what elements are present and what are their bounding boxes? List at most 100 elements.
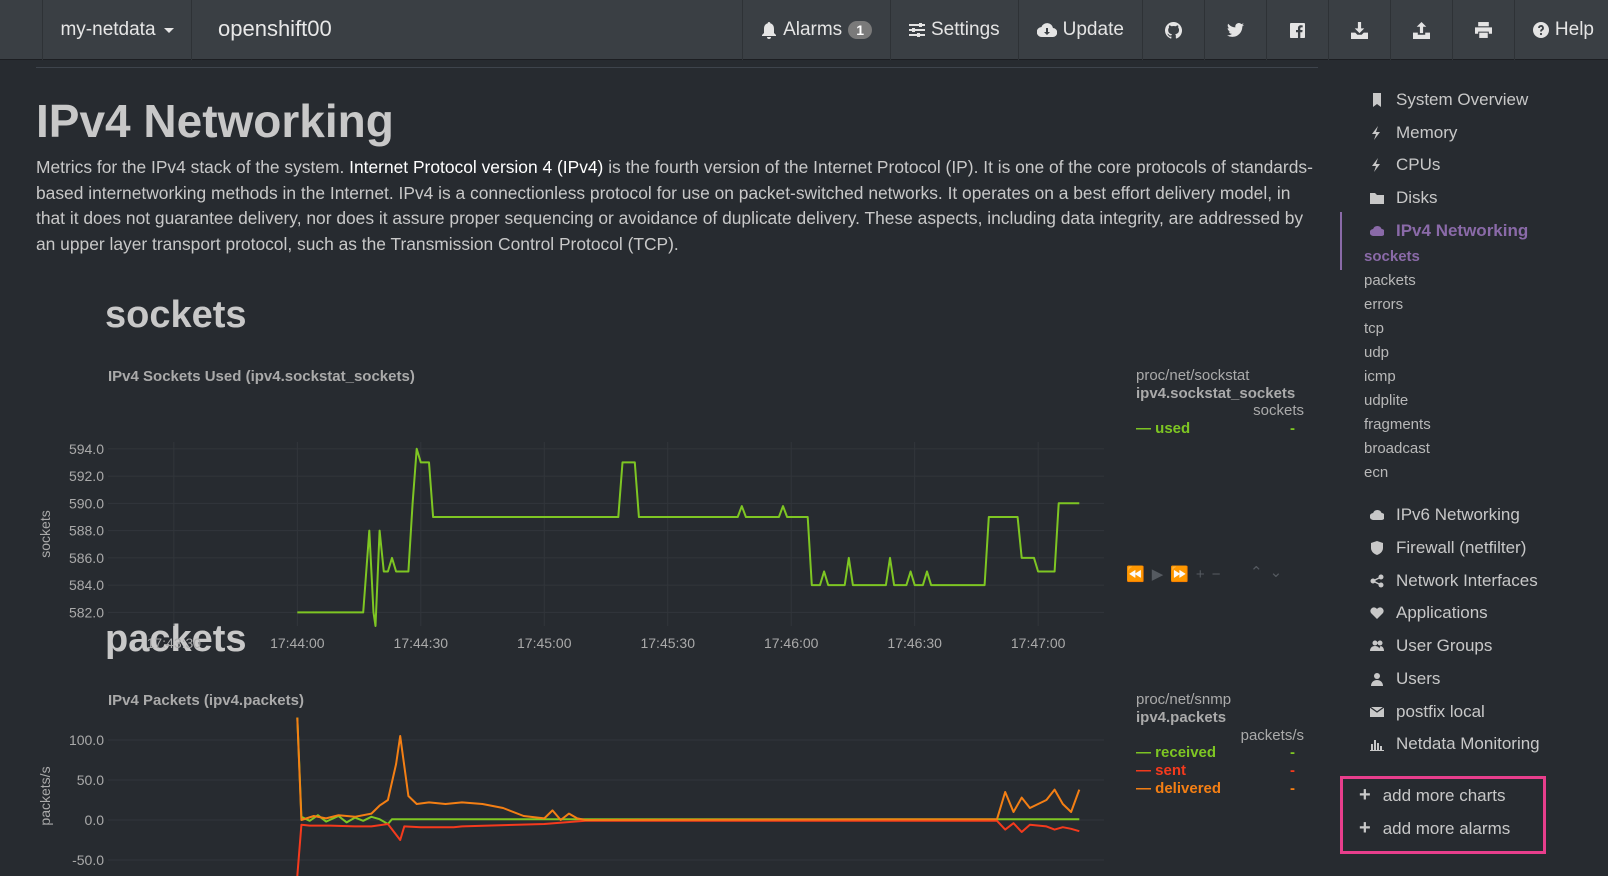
shield-icon [1371,541,1383,555]
y-tick-label: 592.0 [69,468,104,484]
y-tick-label: 582.0 [69,604,104,620]
sidebar-subitem-broadcast[interactable]: broadcast [1364,440,1430,457]
sliders-icon [908,23,925,37]
sidebar-item-network-interfaces[interactable]: Network Interfaces [1370,571,1538,591]
fast-forward-icon[interactable]: ⏩ [1170,566,1196,583]
share-icon [1370,574,1384,588]
bookmark-icon [1373,93,1381,107]
top-navbar: my-netdata openshift00 Alarms 1 Settings… [0,0,1608,60]
chart-resize-controls[interactable]: ⌃⌄ [1250,563,1289,581]
sidebar-item-cpus[interactable]: CPUs [1370,155,1440,175]
sidebar-item-memory[interactable]: Memory [1370,123,1457,143]
twitter-icon [1226,23,1244,37]
ipv4-link: Internet Protocol version 4 (IPv4) [349,157,604,177]
sidebar-item-label: CPUs [1396,155,1441,174]
chart-source-packets: proc/net/snmp [1136,691,1232,708]
rewind-icon[interactable]: ⏪ [1126,566,1152,583]
update-label: Update [1062,19,1124,40]
sidebar-subitem-errors[interactable]: errors [1364,296,1404,313]
legend-item-received[interactable]: — received [1136,744,1217,761]
subsection-title-sockets: sockets [105,294,247,336]
y-tick-label: 584.0 [69,577,104,593]
sidebar-item-label: Netdata Monitoring [1396,734,1540,753]
sidebar-item-user-groups[interactable]: User Groups [1370,636,1492,656]
legend-item-sent[interactable]: — sent [1136,762,1187,779]
folder-icon [1370,193,1384,204]
add-more-charts-link[interactable]: + add more charts [1359,784,1506,807]
legend-value-received: - [1290,744,1295,761]
settings-button[interactable]: Settings [889,0,1018,60]
x-tick-label: 17:44:30 [394,635,449,651]
add-more-alarms-link[interactable]: + add more alarms [1359,817,1510,840]
github-button[interactable] [1141,0,1204,60]
play-icon[interactable]: ▶ [1151,566,1171,583]
sidebar-item-label: User Groups [1396,636,1493,655]
sidebar-subitem-ecn[interactable]: ecn [1364,464,1389,481]
chart-navigation-controls[interactable]: ⏪▶⏩+− [1126,565,1227,583]
update-button[interactable]: Update [1017,0,1142,60]
legend-item-delivered[interactable]: — delivered [1136,780,1222,797]
sidebar-subitem-sockets[interactable]: sockets [1364,248,1420,265]
x-tick-label: 17:45:00 [517,635,572,651]
print-icon [1474,22,1492,38]
download-snapshot-button[interactable] [1327,0,1390,60]
sidebar-item-applications[interactable]: Applications [1370,603,1488,623]
legend-item-used[interactable]: — used [1136,420,1191,437]
sidebar-subitem-fragments[interactable]: fragments [1364,416,1431,433]
sidebar-subitem-packets[interactable]: packets [1364,272,1416,289]
series-line-sent [296,819,1080,876]
packets-chart[interactable]: 100.0 50.0 0.0 -50.0 packets/s [36,700,1116,876]
user-icon [1371,673,1383,686]
bolt-icon [1372,126,1380,140]
sidebar-item-label: Firewall (netfilter) [1396,538,1527,557]
print-button[interactable] [1451,0,1514,60]
users-icon [1370,640,1384,651]
sidebar-item-ipv6-networking[interactable]: IPv6 Networking [1370,505,1520,525]
alarms-button[interactable]: Alarms 1 [742,0,890,60]
subsection-title-packets: packets [105,618,247,660]
sidebar-subitem-udp[interactable]: udp [1364,344,1390,361]
sidebar-item-firewall-netfilter[interactable]: Firewall (netfilter) [1370,538,1526,558]
alarms-label: Alarms [783,19,843,40]
sidebar-item-label: Users [1396,669,1441,688]
section-title: IPv4 Networking [36,95,394,147]
upload-snapshot-button[interactable] [1389,0,1452,60]
chart-source-sockets: proc/net/sockstat [1136,367,1250,384]
zoom-in-icon[interactable]: + [1195,566,1212,583]
legend-label-delivered: delivered [1155,780,1222,797]
alarms-count-badge: 1 [848,21,872,39]
sidebar-item-label: Network Interfaces [1396,571,1538,590]
cloud-icon [1370,510,1384,521]
brand-label: my-netdata [60,19,156,40]
y-tick-label: 590.0 [69,495,104,511]
help-button[interactable]: Help [1513,0,1608,60]
chevron-down-icon[interactable]: ⌄ [1269,564,1290,581]
sidebar-item-system-overview[interactable]: System Overview [1370,90,1528,110]
hostname: openshift00 [218,16,332,41]
facebook-button[interactable] [1265,0,1328,60]
sidebar-item-postfix-local[interactable]: postfix local [1370,702,1485,722]
sidebar-subitem-icmp[interactable]: icmp [1364,368,1396,385]
x-tick-label: 17:45:30 [640,635,695,651]
sidebar-item-ipv4-networking[interactable]: IPv4 Networking [1370,221,1528,241]
sockets-chart[interactable]: 594.0 592.0 590.0 588.0 586.0 584.0 582.0 17:43… [36,360,1116,660]
sidebar-item-users[interactable]: Users [1370,669,1440,689]
twitter-button[interactable] [1203,0,1266,60]
add-more-alarms-label: add more alarms [1382,818,1511,838]
add-more-box: + add more charts + add more alarms [1340,776,1546,854]
netdata-menu-dropdown[interactable]: my-netdata [42,0,192,60]
active-section-indicator [1340,212,1342,270]
sidebar-subitem-udplite[interactable]: udplite [1364,392,1409,409]
sidebar-item-label: Memory [1396,123,1458,142]
add-more-charts-label: add more charts [1382,785,1506,805]
chart-units-sockets: sockets [1253,402,1304,419]
sidebar-item-disks[interactable]: Disks [1370,188,1438,208]
y-tick-label: 100.0 [69,732,104,748]
bolt-icon [1372,158,1380,172]
facebook-icon [1289,22,1305,38]
sidebar-subitem-tcp[interactable]: tcp [1364,320,1385,337]
sidebar-item-netdata-monitoring[interactable]: Netdata Monitoring [1370,734,1540,754]
chevron-up-icon[interactable]: ⌃ [1250,564,1270,581]
zoom-out-icon[interactable]: − [1211,566,1228,583]
caret-down-icon [163,27,174,33]
